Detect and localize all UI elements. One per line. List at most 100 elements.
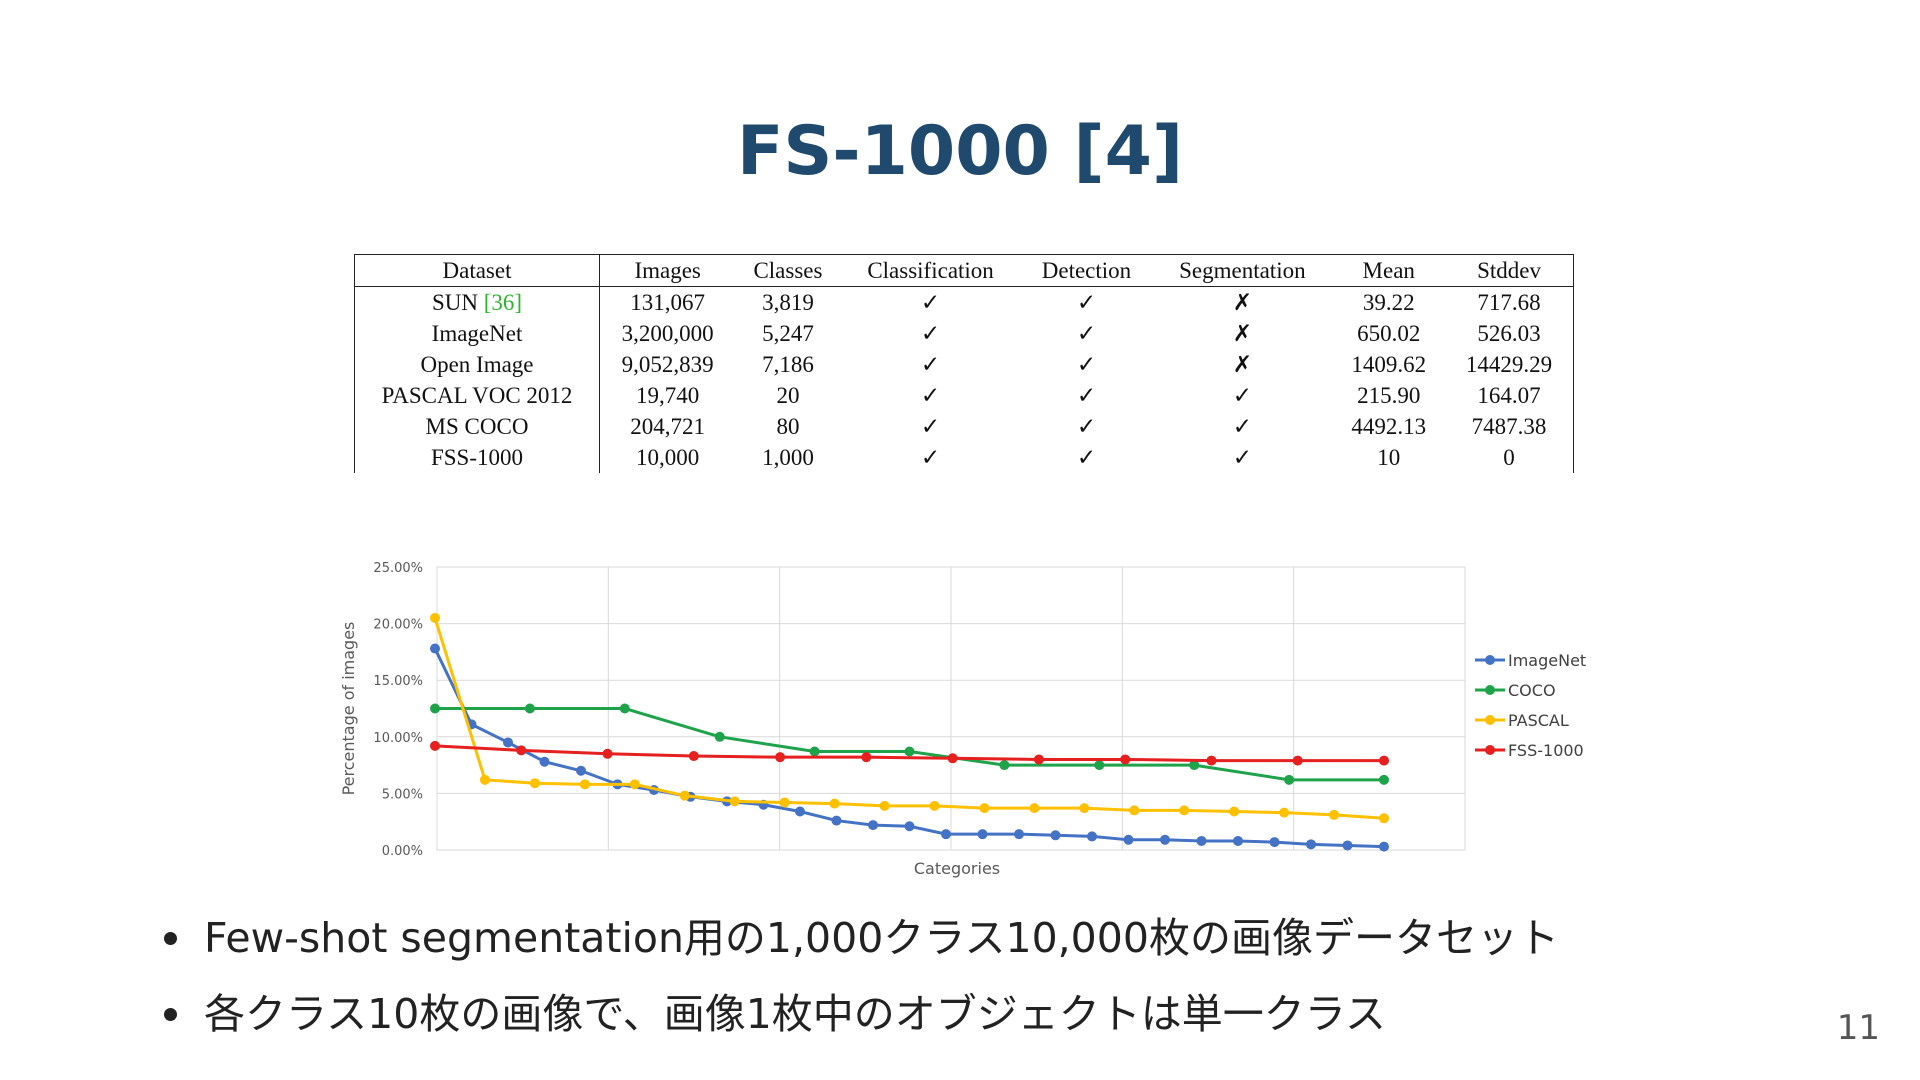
cell-detection: ✓ bbox=[1076, 383, 1097, 408]
legend-swatch-marker bbox=[1485, 745, 1495, 755]
cell-images: 10,000 bbox=[636, 445, 700, 470]
cell-detection: ✓ bbox=[1076, 290, 1097, 315]
table-row: SUN [36] 131,067 3,819 ✓ ✓ ✗ 39.22 717.6… bbox=[354, 286, 1575, 318]
y-tick-label: 25.00% bbox=[373, 561, 423, 576]
data-point bbox=[1292, 755, 1303, 766]
cell-detection: ✓ bbox=[1076, 445, 1097, 470]
data-point bbox=[539, 756, 550, 767]
cell-images: 204,721 bbox=[630, 414, 706, 439]
cell-stddev: 526.03 bbox=[1445, 318, 1575, 349]
cell-mean: 39.22 bbox=[1362, 290, 1415, 315]
cell-dataset: Open Image bbox=[354, 349, 600, 380]
data-point bbox=[795, 806, 805, 817]
cell-segmentation: ✓ bbox=[1232, 383, 1252, 408]
cell-classes: 5,247 bbox=[762, 321, 814, 346]
cell-classes: 7,186 bbox=[762, 352, 814, 377]
data-point bbox=[524, 703, 535, 714]
data-point bbox=[947, 753, 958, 764]
cell-segmentation: ✗ bbox=[1232, 321, 1252, 346]
series-line-pascal bbox=[433, 617, 1385, 820]
data-point bbox=[1129, 805, 1140, 816]
cell-images: 131,067 bbox=[630, 290, 706, 315]
cell-classes: 20 bbox=[776, 383, 800, 408]
y-axis-label: Percentage of images bbox=[339, 622, 358, 796]
data-point bbox=[1079, 803, 1090, 814]
header-segmentation: Segmentation bbox=[1152, 254, 1333, 287]
table-header-row: Dataset Images Classes Classification De… bbox=[354, 254, 1575, 287]
data-point bbox=[1123, 834, 1134, 845]
data-point bbox=[629, 779, 640, 790]
data-point bbox=[1033, 754, 1044, 765]
data-point bbox=[929, 800, 940, 811]
y-tick-label: 0.00% bbox=[382, 844, 423, 859]
bullet-list: Few-shot segmentation用の1,000クラス10,000枚の画… bbox=[160, 912, 1559, 1064]
cell-classes: 80 bbox=[776, 414, 800, 439]
data-point bbox=[430, 643, 440, 654]
cell-dataset: MS COCO bbox=[354, 411, 600, 442]
cell-dataset: FSS-1000 bbox=[354, 442, 600, 473]
bullet-text: Few-shot segmentation用の1,000クラス10,000枚の画… bbox=[204, 914, 1559, 962]
data-point bbox=[602, 748, 613, 759]
data-point bbox=[779, 797, 790, 808]
cell-stddev: 7487.38 bbox=[1445, 411, 1575, 442]
cell-segmentation: ✓ bbox=[1232, 414, 1252, 439]
data-point bbox=[579, 779, 590, 790]
data-point bbox=[999, 760, 1010, 771]
data-point bbox=[1160, 834, 1170, 845]
header-dataset: Dataset bbox=[354, 254, 600, 287]
data-point bbox=[831, 815, 842, 826]
header-images: Images bbox=[599, 254, 736, 287]
header-stddev: Stddev bbox=[1445, 254, 1575, 287]
cell-mean: 650.02 bbox=[1357, 321, 1421, 346]
y-tick-label: 5.00% bbox=[382, 787, 423, 802]
cell-segmentation: ✓ bbox=[1232, 445, 1252, 470]
page-number: 11 bbox=[1836, 1008, 1880, 1048]
cell-classification: ✓ bbox=[920, 321, 941, 346]
data-point bbox=[1329, 809, 1340, 820]
data-point bbox=[1379, 813, 1389, 824]
data-point bbox=[1269, 837, 1280, 848]
data-point bbox=[904, 821, 915, 832]
data-point bbox=[809, 746, 820, 757]
data-point bbox=[1379, 841, 1389, 852]
y-tick-label: 15.00% bbox=[373, 674, 423, 689]
slide-title: FS-1000 [4] bbox=[736, 112, 1184, 191]
data-point bbox=[904, 746, 915, 757]
y-tick-label: 20.00% bbox=[373, 618, 423, 633]
data-point bbox=[1087, 831, 1097, 842]
cell-mean: 1409.62 bbox=[1351, 352, 1427, 377]
cell-segmentation: ✗ bbox=[1232, 290, 1252, 315]
cell-images: 19,740 bbox=[636, 383, 700, 408]
legend-entry: PASCAL bbox=[1508, 711, 1569, 730]
table-row: Open Image 9,052,839 7,186 ✓ ✓ ✗ 1409.62… bbox=[354, 349, 1575, 380]
data-point bbox=[516, 745, 527, 756]
cell-classes: 1,000 bbox=[762, 445, 814, 470]
header-classes: Classes bbox=[735, 254, 841, 287]
cell-stddev: 717.68 bbox=[1445, 286, 1575, 318]
data-point bbox=[729, 796, 740, 807]
data-point bbox=[829, 798, 840, 809]
cell-classes: 3,819 bbox=[762, 290, 814, 315]
data-point bbox=[1196, 835, 1207, 846]
citation-link[interactable]: [36] bbox=[483, 290, 523, 315]
bullet-item: Few-shot segmentation用の1,000クラス10,000枚の画… bbox=[160, 912, 1559, 988]
bullet-item: 各クラス10枚の画像で、画像1枚中のオブジェクトは単一クラス bbox=[160, 988, 1559, 1064]
cell-detection: ✓ bbox=[1076, 414, 1097, 439]
bullet-dot bbox=[164, 932, 177, 945]
data-point bbox=[679, 790, 690, 801]
cell-images: 3,200,000 bbox=[621, 321, 714, 346]
bullet-text: 各クラス10枚の画像で、画像1枚中のオブジェクトは単一クラス bbox=[204, 990, 1386, 1038]
legend-swatch-marker bbox=[1485, 655, 1495, 665]
cell-mean: 215.90 bbox=[1357, 383, 1421, 408]
data-point bbox=[977, 829, 988, 840]
data-point bbox=[576, 765, 586, 776]
table: Dataset Images Classes Classification De… bbox=[354, 254, 1575, 473]
data-point bbox=[430, 612, 440, 623]
data-point bbox=[479, 774, 490, 785]
data-point bbox=[1094, 760, 1105, 771]
data-point bbox=[979, 803, 990, 814]
cell-segmentation: ✗ bbox=[1232, 352, 1252, 377]
table-row: PASCAL VOC 2012 19,740 20 ✓ ✓ ✓ 215.90 1… bbox=[354, 380, 1575, 411]
cell-mean: 10 bbox=[1377, 445, 1401, 470]
data-point bbox=[1379, 755, 1389, 766]
